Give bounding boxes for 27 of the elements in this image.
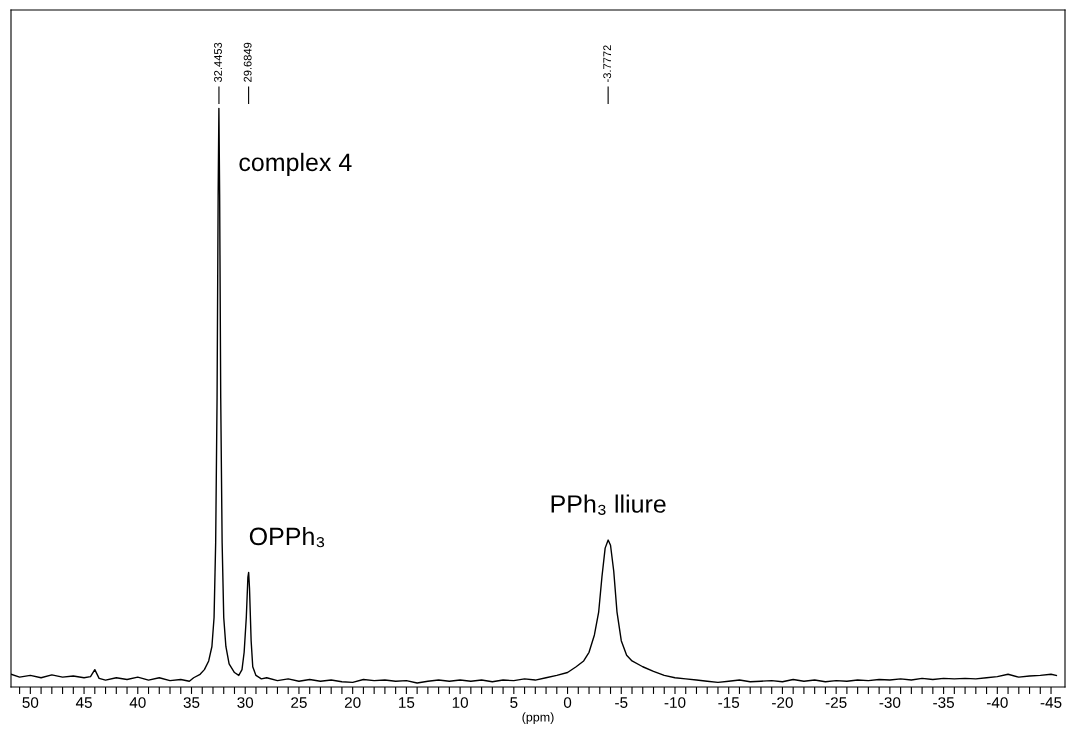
annotation: complex 4 bbox=[239, 152, 352, 177]
x-tick-label: 10 bbox=[452, 697, 468, 708]
annotation: OPPh₃ bbox=[249, 526, 325, 548]
x-tick-label: -35 bbox=[933, 697, 954, 708]
annotation: PPh₃ lliure bbox=[551, 494, 666, 515]
annotation: 32.4453 bbox=[214, 42, 222, 83]
x-tick-label: 0 bbox=[563, 697, 572, 708]
x-tick-label: -5 bbox=[615, 697, 628, 708]
x-tick-label: -45 bbox=[1040, 697, 1062, 708]
x-tick-label: -25 bbox=[825, 697, 847, 708]
x-tick-label: 40 bbox=[129, 697, 146, 708]
annotation: 29.6849 bbox=[243, 42, 252, 82]
x-tick-label: 30 bbox=[237, 697, 254, 708]
x-tick-label: -40 bbox=[986, 697, 1008, 708]
x-axis-title: (ppm) bbox=[522, 712, 554, 725]
x-tick-label: -20 bbox=[772, 697, 793, 708]
x-tick-label: 50 bbox=[22, 697, 39, 708]
x-tick-label: 20 bbox=[344, 697, 361, 708]
x-tick-label: 45 bbox=[75, 697, 92, 708]
x-tick-label: -15 bbox=[718, 697, 740, 708]
x-tick-label: 15 bbox=[399, 697, 415, 708]
annotation: -3.7772 bbox=[603, 45, 612, 82]
x-tick-label: 35 bbox=[183, 697, 200, 708]
x-tick-label: 5 bbox=[510, 697, 518, 708]
x-tick-label: -10 bbox=[664, 697, 686, 708]
x-tick-label: 25 bbox=[291, 697, 307, 708]
x-tick-label: -30 bbox=[879, 697, 901, 708]
